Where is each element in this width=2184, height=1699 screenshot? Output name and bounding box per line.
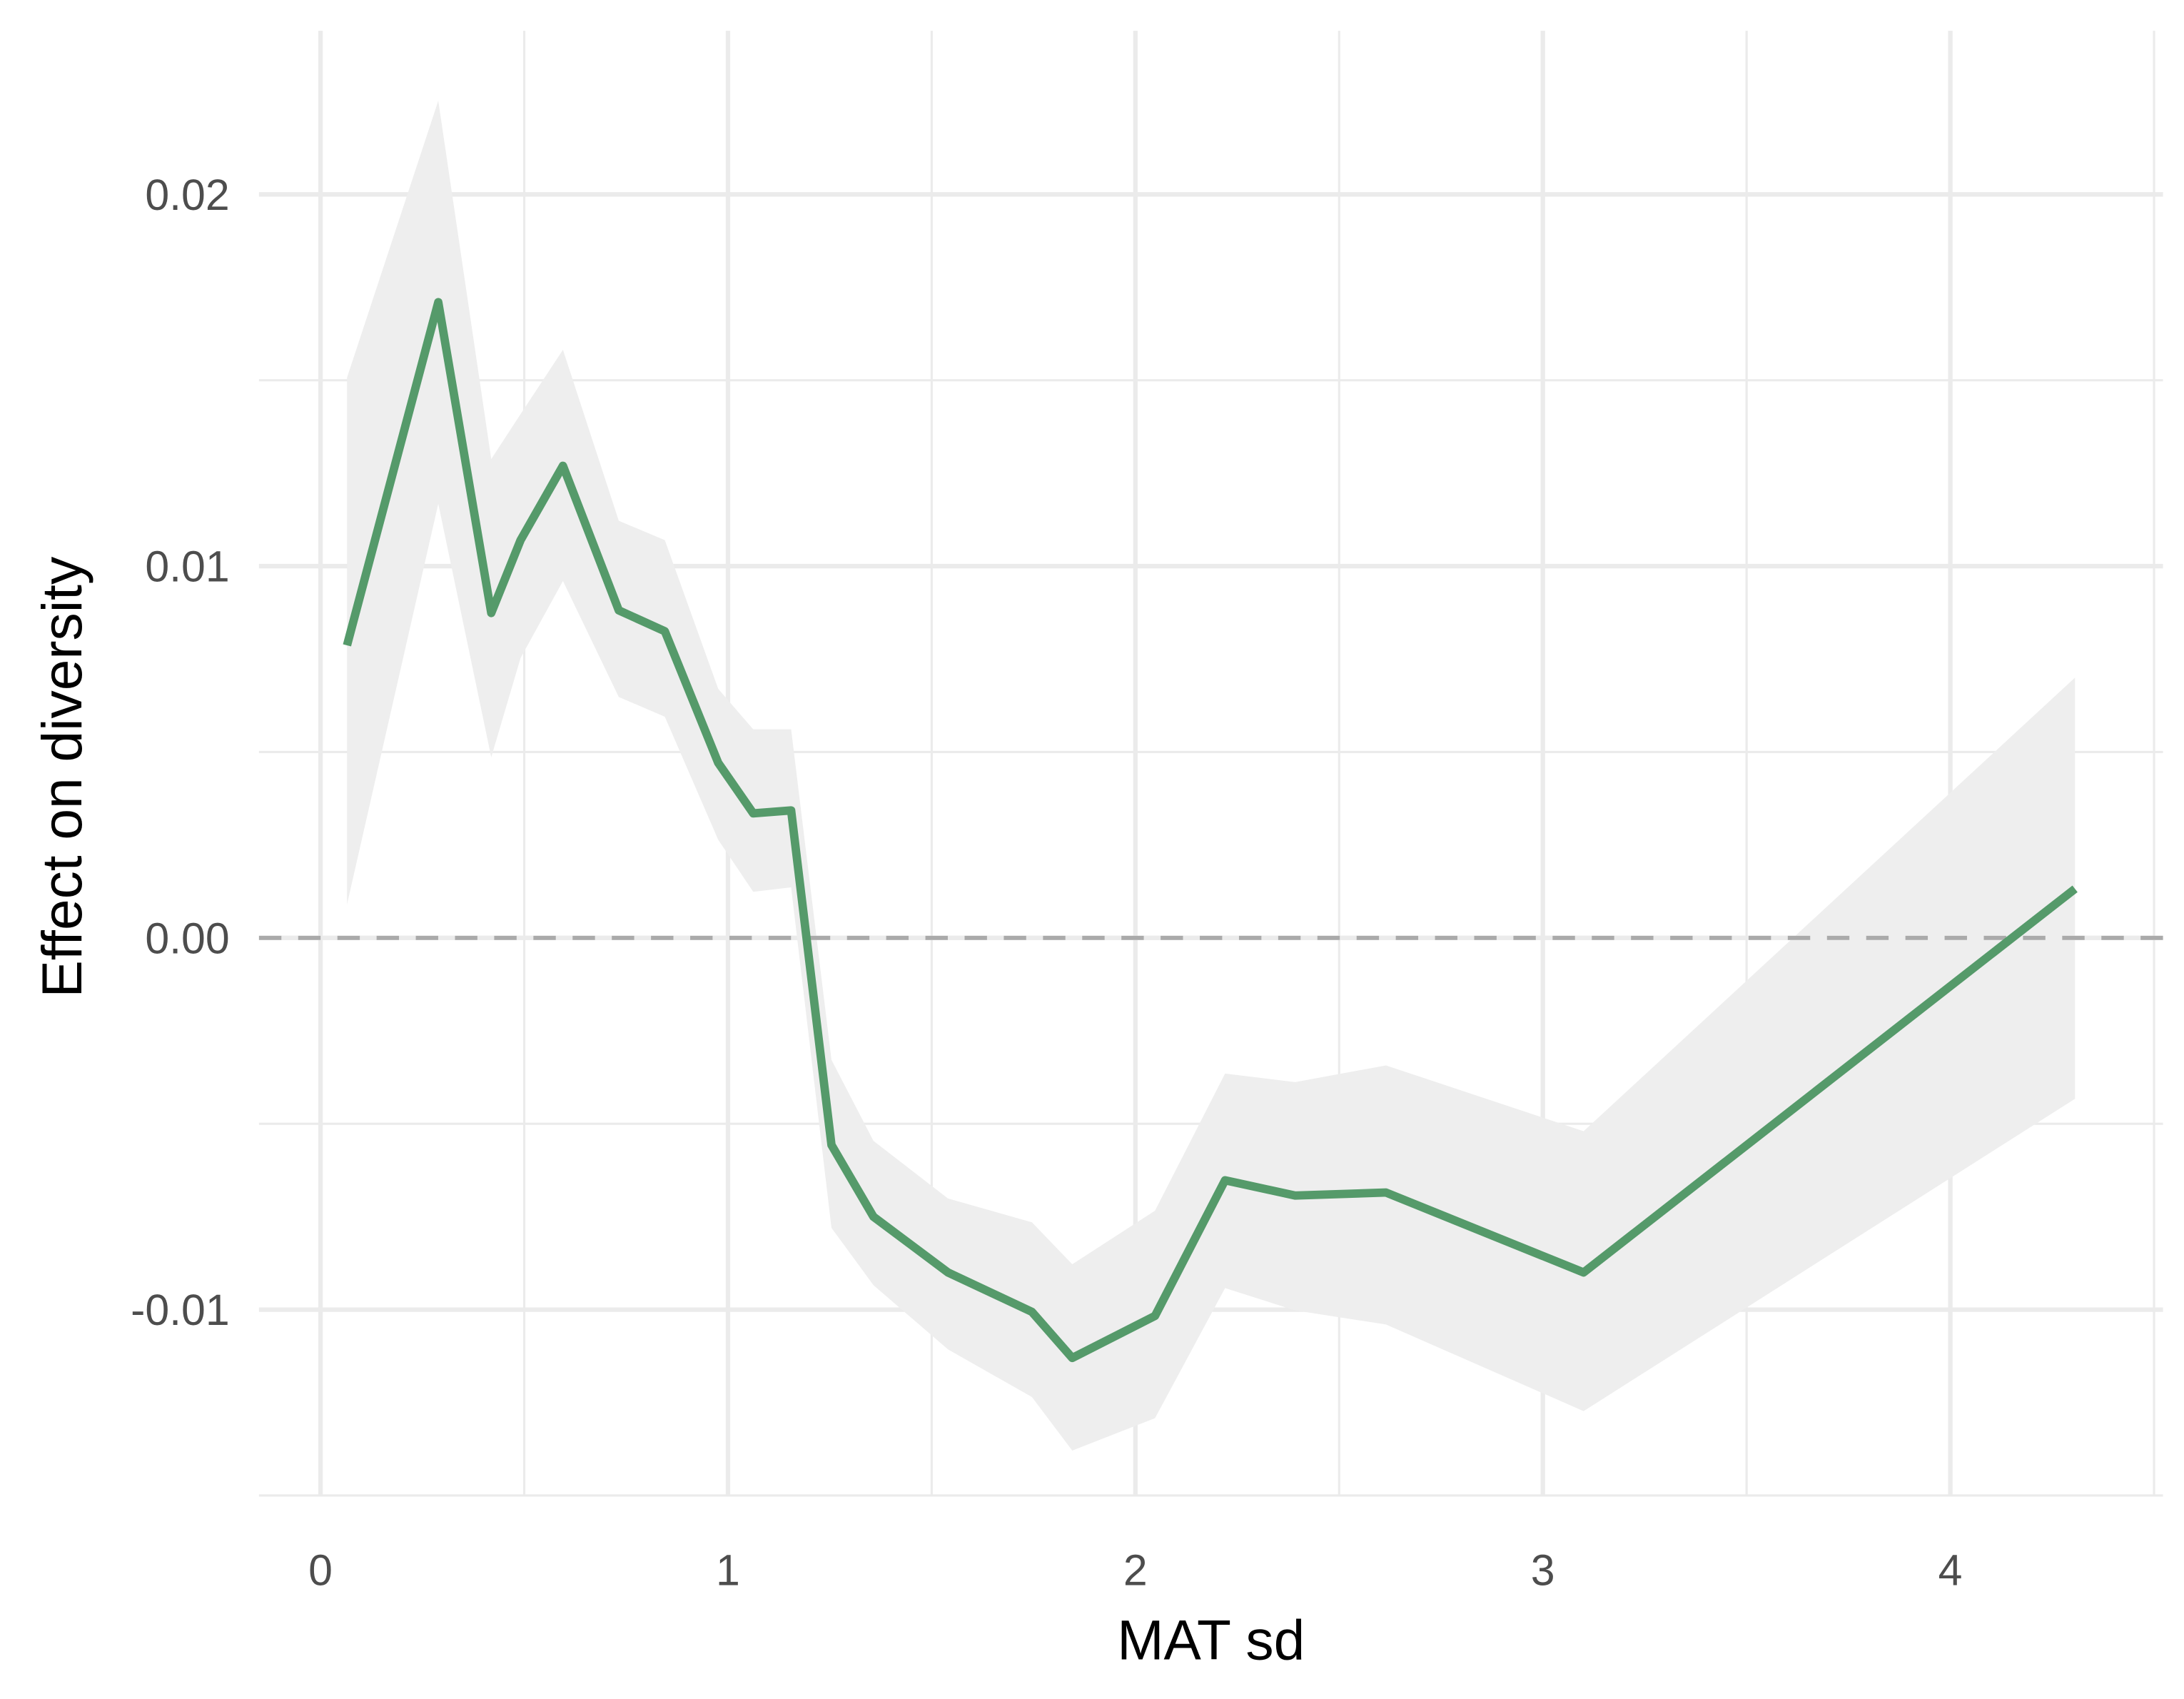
x-tick-label: 3 <box>1531 1546 1555 1594</box>
y-tick-label: 0.02 <box>145 171 229 219</box>
x-tick-label: 1 <box>716 1546 740 1594</box>
confidence-band <box>347 101 2076 1451</box>
x-tick-label: 4 <box>1938 1546 1963 1594</box>
line <box>343 298 2078 1363</box>
x-tick-label: 2 <box>1123 1546 1148 1594</box>
x-tick-label: 0 <box>308 1546 333 1594</box>
y-axis-title: Effect on diversity <box>31 556 93 998</box>
y-tick-label: -0.01 <box>131 1286 230 1334</box>
y-tick-label: 0.01 <box>145 543 229 591</box>
x-axis-title: MAT sd <box>1117 1608 1305 1671</box>
y-tick-label: 0.00 <box>145 914 229 962</box>
